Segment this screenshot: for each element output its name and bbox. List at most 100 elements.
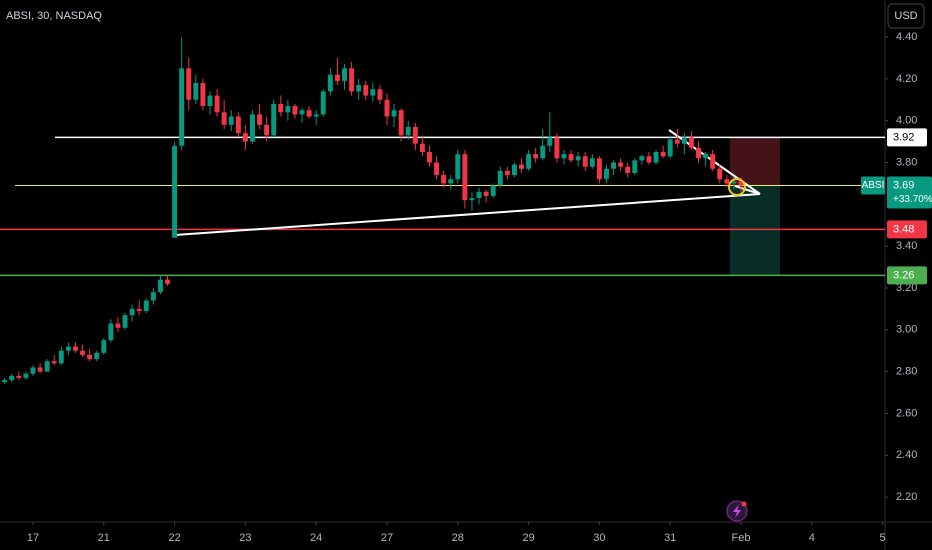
currency-button[interactable] bbox=[887, 3, 925, 29]
candle-body bbox=[504, 170, 510, 176]
candle-body bbox=[391, 110, 397, 117]
candle-body bbox=[58, 350, 64, 364]
candle-body bbox=[264, 124, 270, 136]
candle-body bbox=[688, 137, 694, 148]
trendline-support bbox=[174, 193, 761, 236]
y-tick-label: 2.80 bbox=[896, 366, 917, 378]
candle-body bbox=[327, 74, 333, 92]
y-tick-label: 2.40 bbox=[896, 449, 917, 461]
candle-body bbox=[476, 191, 482, 199]
x-tick-label: 24 bbox=[310, 532, 322, 544]
level-label-box bbox=[887, 128, 927, 147]
x-tick-label: Feb bbox=[732, 532, 751, 544]
candle-body bbox=[51, 361, 57, 364]
candle-body bbox=[292, 106, 298, 115]
last-change-label: +33.70% bbox=[893, 194, 932, 205]
candle-body bbox=[398, 110, 404, 136]
candle-body bbox=[575, 156, 581, 161]
level-label-box bbox=[887, 220, 927, 239]
candle-body bbox=[611, 162, 617, 169]
candle-body bbox=[724, 179, 730, 184]
event-icon-dot bbox=[741, 501, 747, 507]
candle-body bbox=[285, 106, 291, 113]
candle-body bbox=[157, 279, 163, 293]
candle-body bbox=[674, 139, 680, 144]
level-label-box bbox=[887, 266, 927, 285]
x-tick-label: 28 bbox=[452, 532, 464, 544]
y-tick-label: 2.60 bbox=[896, 407, 917, 419]
candle-body bbox=[363, 85, 369, 96]
candle-body bbox=[356, 85, 362, 92]
candle-body bbox=[299, 110, 305, 115]
candle-body bbox=[632, 160, 638, 173]
currency-label[interactable]: USD bbox=[894, 10, 917, 22]
candle-body bbox=[186, 68, 192, 100]
candle-body bbox=[589, 158, 595, 167]
candle-body bbox=[731, 181, 737, 184]
candle-body bbox=[165, 279, 170, 284]
x-tick-label: 30 bbox=[593, 532, 605, 544]
candle-body bbox=[115, 323, 121, 328]
candle-body bbox=[646, 156, 652, 163]
candle-body bbox=[108, 323, 114, 341]
candle-body bbox=[44, 361, 50, 372]
candle-body bbox=[696, 147, 701, 159]
candle-body bbox=[257, 114, 263, 125]
candle-body bbox=[228, 116, 234, 125]
x-tick-label: 4 bbox=[809, 532, 815, 544]
candle-body bbox=[143, 300, 149, 311]
candle-body bbox=[349, 68, 355, 92]
x-tick-label: 31 bbox=[664, 532, 676, 544]
candle-body bbox=[405, 126, 411, 136]
candle-body bbox=[16, 375, 22, 378]
candle-body bbox=[441, 175, 447, 184]
candle-body bbox=[526, 154, 532, 169]
candle-body bbox=[207, 95, 213, 107]
candle-body bbox=[235, 116, 241, 134]
candle-body bbox=[214, 95, 220, 113]
candle-body bbox=[483, 191, 489, 196]
last-price-label: 3.69 bbox=[893, 179, 914, 191]
candle-body bbox=[639, 156, 645, 161]
y-tick-label: 4.20 bbox=[896, 73, 917, 85]
y-tick-label: 3.40 bbox=[896, 240, 917, 252]
y-tick-label: 3.80 bbox=[896, 156, 917, 168]
highlight-circle bbox=[728, 178, 746, 196]
candle-body bbox=[547, 137, 553, 146]
x-tick-label: 27 bbox=[381, 532, 393, 544]
candle-body bbox=[568, 154, 574, 161]
candle-body bbox=[490, 185, 496, 196]
candle-body bbox=[554, 137, 560, 159]
candle-body bbox=[313, 114, 319, 117]
candle-body bbox=[9, 375, 15, 380]
x-tick-label: 17 bbox=[27, 532, 39, 544]
candle-body bbox=[625, 166, 631, 173]
candle-body bbox=[101, 340, 107, 353]
x-tick-label: 5 bbox=[880, 532, 886, 544]
candle-body bbox=[469, 198, 475, 201]
candle-body bbox=[462, 154, 468, 201]
candle-body bbox=[320, 91, 326, 115]
y-tick-label: 2.20 bbox=[896, 491, 917, 503]
y-tick-label: 4.40 bbox=[896, 31, 917, 43]
candle-body bbox=[511, 164, 517, 176]
x-tick-label: 22 bbox=[168, 532, 180, 544]
x-tick-label: 29 bbox=[522, 532, 534, 544]
candle-body bbox=[306, 110, 312, 117]
candle-body bbox=[72, 346, 78, 351]
candle-body bbox=[342, 68, 347, 81]
candle-body bbox=[249, 114, 255, 142]
position-target-zone bbox=[730, 137, 780, 186]
candle-body bbox=[37, 367, 43, 372]
candle-body bbox=[582, 156, 588, 167]
candle-body bbox=[87, 354, 93, 360]
candle-body bbox=[653, 152, 659, 163]
candle-body bbox=[172, 145, 178, 238]
candle-body bbox=[497, 170, 503, 186]
candle-body bbox=[540, 145, 546, 159]
y-tick-label: 4.00 bbox=[896, 115, 917, 127]
x-tick-label: 21 bbox=[98, 532, 110, 544]
candle-body bbox=[122, 315, 128, 328]
